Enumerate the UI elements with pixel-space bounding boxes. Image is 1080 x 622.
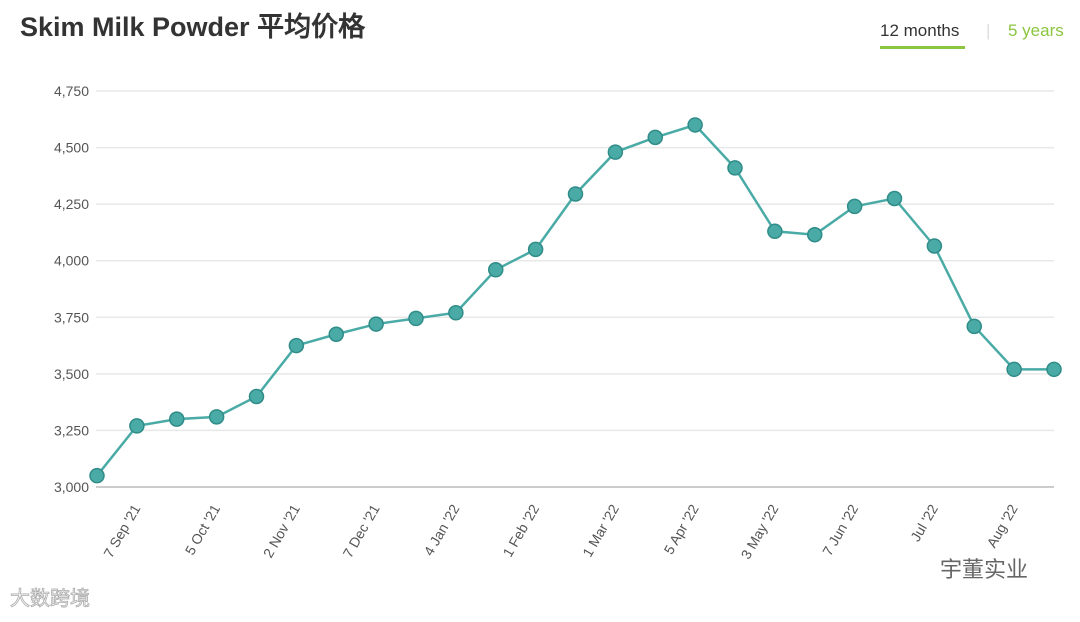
data-point xyxy=(727,160,743,176)
x-tick-label: 7 Jun '22 xyxy=(819,501,861,558)
tab-underline xyxy=(880,46,965,49)
x-tick-label: 5 Apr '22 xyxy=(660,501,701,557)
data-point xyxy=(89,467,105,484)
data-point xyxy=(1006,361,1022,378)
chart-title: Skim Milk Powder 平均价格 xyxy=(20,12,366,42)
data-point xyxy=(408,310,424,327)
watermark: 宇董实业 xyxy=(940,557,1028,582)
data-point xyxy=(208,409,225,425)
y-tick-label: 3,500 xyxy=(54,366,89,382)
data-point xyxy=(687,117,703,133)
data-point xyxy=(288,337,305,354)
y-tick-label: 4,000 xyxy=(54,253,89,269)
x-tick-label: 3 May '22 xyxy=(737,501,781,561)
data-point xyxy=(567,186,584,202)
data-point xyxy=(647,129,663,146)
data-point xyxy=(807,226,823,243)
x-tick-label: 7 Dec '21 xyxy=(340,501,383,560)
data-point xyxy=(527,241,544,258)
y-tick-label: 3,250 xyxy=(54,422,89,438)
tab-separator: | xyxy=(986,21,990,40)
data-point xyxy=(488,262,504,278)
data-point xyxy=(129,418,145,434)
data-point xyxy=(169,411,185,427)
y-tick-label: 4,250 xyxy=(54,196,89,212)
y-tick-label: 4,500 xyxy=(54,140,89,156)
watermark: 大数跨境 xyxy=(10,587,90,610)
data-point xyxy=(926,238,943,254)
y-tick-label: 3,000 xyxy=(54,479,89,495)
data-point xyxy=(966,318,982,335)
y-tick-label: 4,750 xyxy=(54,83,89,99)
x-tick-label: 7 Sep '21 xyxy=(100,501,143,560)
data-point xyxy=(328,326,344,343)
line-series xyxy=(96,123,1054,477)
tab[interactable]: 5 years xyxy=(1008,21,1064,40)
data-point xyxy=(448,305,464,321)
x-tick-label: 1 Feb '22 xyxy=(499,501,542,559)
y-tick-label: 3,750 xyxy=(54,309,89,325)
x-tick-label: Jul '22 xyxy=(907,501,941,544)
x-tick-label: 4 Jan '22 xyxy=(420,501,462,558)
x-tick-label: 5 Oct '21 xyxy=(182,501,224,557)
data-point xyxy=(368,316,384,332)
x-tick-label: Aug '22 xyxy=(983,501,1020,550)
data-point xyxy=(846,198,863,215)
data-point xyxy=(886,190,903,207)
data-point xyxy=(248,388,265,405)
x-tick-label: 1 Mar '22 xyxy=(579,501,622,559)
tab[interactable]: 12 months xyxy=(880,21,959,40)
x-tick-label: 2 Nov '21 xyxy=(260,501,303,560)
data-point xyxy=(767,223,783,240)
data-point xyxy=(1046,361,1062,378)
data-point xyxy=(607,144,624,160)
